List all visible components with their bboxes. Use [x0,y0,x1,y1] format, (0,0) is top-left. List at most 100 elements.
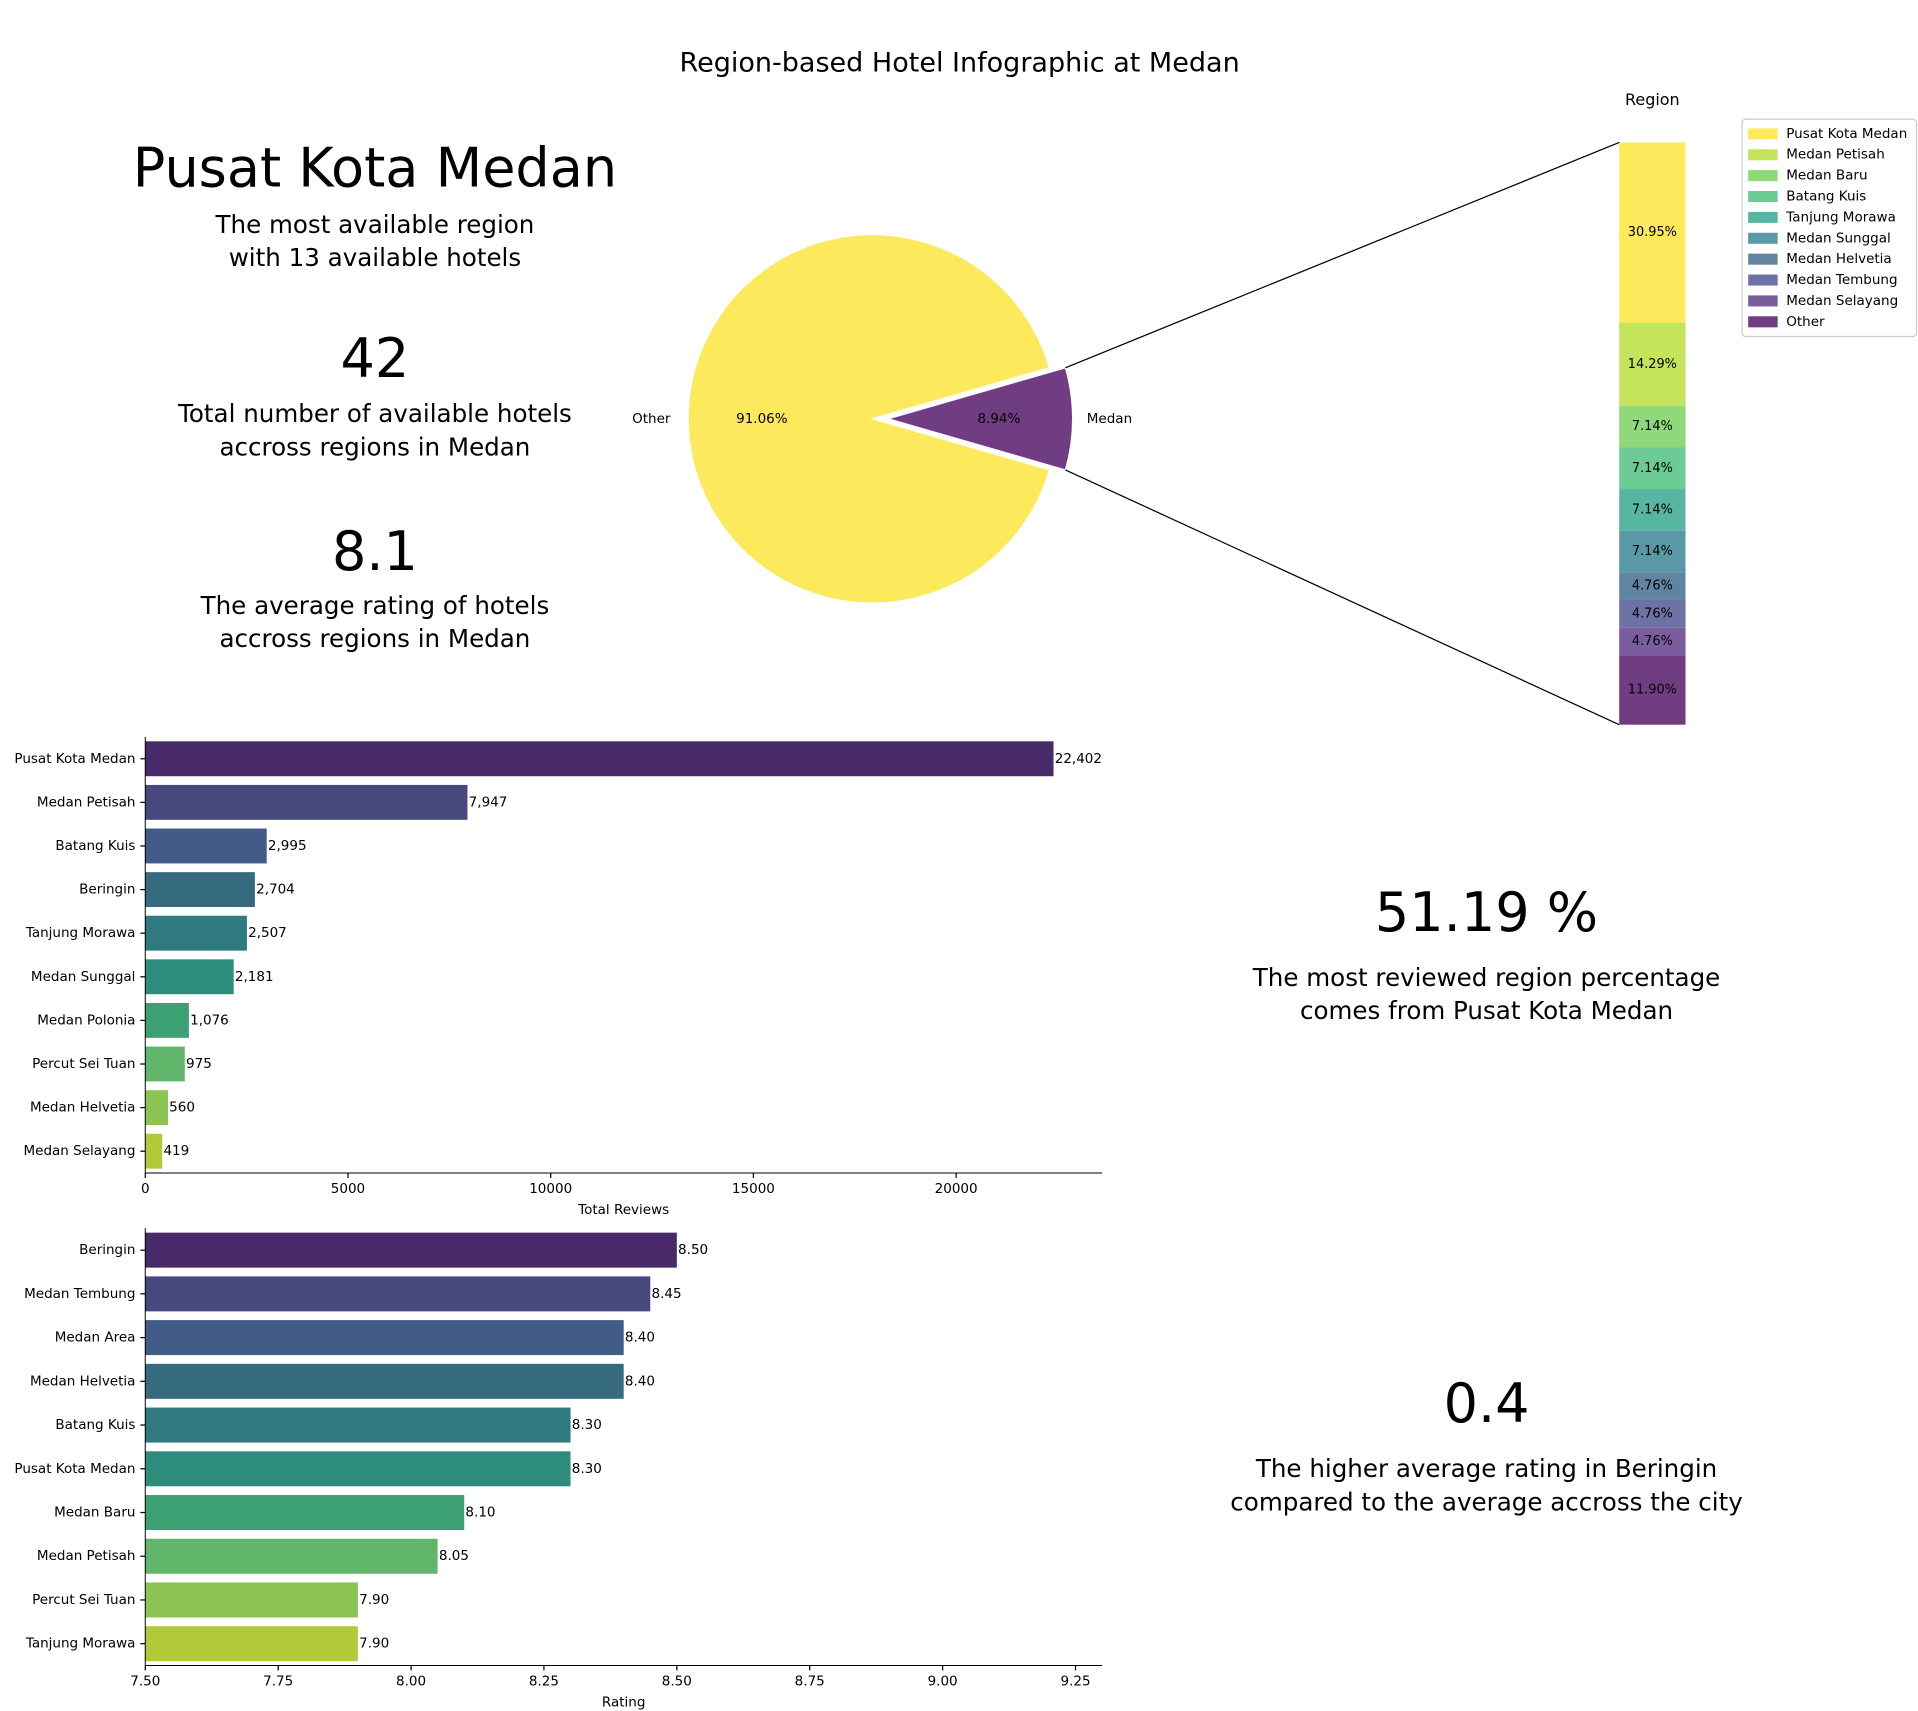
legend-swatch [1748,253,1778,265]
y-tick-label: Tanjung Morawa [25,925,136,941]
x-tick-label: 7.75 [263,1674,293,1690]
legend-label: Medan Sunggal [1786,230,1890,246]
bar-value-label: 8.40 [625,1373,655,1389]
bar [145,1232,677,1268]
bar-value-label: 8.40 [625,1330,655,1346]
x-axis-label: Rating [602,1694,646,1710]
x-tick-label: 5000 [331,1181,365,1197]
bar [145,1320,624,1356]
bar-value-label: 419 [163,1143,189,1159]
bar-value-label: 975 [186,1056,212,1072]
bar [145,872,255,908]
stack-segment [1619,572,1686,600]
stack-segment [1619,322,1686,406]
connector [1065,141,1620,369]
bar [145,1090,168,1126]
bar-value-label: 2,704 [256,882,295,898]
stack-segment [1619,142,1686,323]
y-tick-label: Batang Kuis [55,838,135,854]
bar-value-label: 8.10 [465,1505,495,1521]
legend-swatch [1748,128,1778,140]
y-tick-label: Medan Sunggal [31,969,136,985]
bar [145,1002,189,1038]
stack-value-label: 11.90% [1628,683,1677,698]
bar-value-label: 7.90 [359,1592,389,1608]
x-tick-label: 8.00 [396,1674,426,1690]
x-tick-label: 7.50 [130,1674,160,1690]
bar [145,741,1054,777]
kpi-caption: The average rating of hotels [200,591,550,620]
bar [145,1582,358,1618]
kpi-caption: Total number of available hotels [177,399,572,428]
bar-value-label: 8.30 [572,1461,602,1477]
legend-swatch [1748,274,1778,286]
kpi-headline: 51.19 % [1375,881,1598,944]
stack-segment [1619,489,1686,531]
legend-swatch [1748,190,1778,203]
stack-value-label: 4.76% [1632,606,1673,621]
bar-value-label: 1,076 [190,1012,229,1028]
stack-value-label: 4.76% [1632,634,1673,649]
y-tick-label: Beringin [79,882,135,898]
legend-label: Medan Petisah [1786,147,1885,163]
pie-slice [886,367,1074,471]
stack-segment [1619,599,1686,628]
bar-value-label: 8.05 [439,1548,469,1564]
bar [145,1626,358,1662]
bar [145,1363,624,1399]
legend-swatch [1748,149,1778,161]
y-tick-label: Medan Polonia [37,1012,135,1028]
stack-segment [1619,447,1686,490]
bar [145,784,468,820]
legend-swatch [1748,211,1778,223]
bar-value-label: 2,507 [248,925,287,941]
kpi-caption: with 13 available hotels [229,243,521,272]
legend-label: Medan Helvetia [1786,251,1891,267]
legend-label: Medan Tembung [1786,272,1897,288]
x-tick-label: 8.25 [529,1674,559,1690]
y-tick-label: Medan Tembung [24,1286,135,1302]
x-tick-label: 8.50 [662,1674,692,1690]
y-tick-label: Medan Helvetia [30,1100,135,1116]
legend-swatch [1748,170,1778,182]
stack-title: Region [1625,90,1680,109]
bar [145,1538,438,1574]
legend-label: Medan Baru [1786,168,1867,184]
kpi-caption: The most reviewed region percentage [1252,963,1720,992]
stack-value-label: 7.14% [1632,419,1673,434]
page-title: Region-based Hotel Infographic at Medan [680,47,1240,78]
bar-value-label: 8.45 [651,1286,681,1302]
stack-segment [1619,627,1686,656]
stack-segment [1619,530,1686,573]
x-tick-label: 15000 [732,1181,775,1197]
bar-value-label: 8.50 [678,1242,708,1258]
kpi-caption: comes from Pusat Kota Medan [1300,996,1673,1025]
y-tick-label: Batang Kuis [55,1417,135,1433]
kpi-caption: accross regions in Medan [220,624,531,653]
y-tick-label: Medan Helvetia [30,1373,135,1389]
bar [145,915,247,951]
x-tick-label: 9.00 [928,1674,958,1690]
pie-value-label: 8.94% [977,411,1020,427]
bar [145,1495,465,1530]
y-tick-label: Medan Baru [54,1505,135,1521]
bar [145,1276,651,1312]
x-tick-label: 0 [141,1181,150,1197]
kpi-caption: The higher average rating in Beringin [1255,1454,1717,1483]
bar-value-label: 7,947 [469,794,508,810]
kpi-headline: 0.4 [1444,1372,1530,1435]
legend-label: Tanjung Morawa [1785,209,1896,225]
stack-value-label: 14.29% [1628,357,1677,372]
kpi-headline: Pusat Kota Medan [133,137,617,200]
kpi-caption: The most available region [215,210,535,239]
bar-value-label: 2,181 [235,969,274,985]
kpi-caption: accross regions in Medan [220,432,531,461]
stack-segment [1619,405,1686,448]
x-axis-label: Total Reviews [577,1202,669,1218]
legend-label: Pusat Kota Medan [1786,126,1907,142]
y-tick-label: Pusat Kota Medan [14,751,135,767]
y-tick-label: Percut Sei Tuan [32,1056,135,1072]
kpi-caption: compared to the average accross the city [1230,1487,1742,1516]
